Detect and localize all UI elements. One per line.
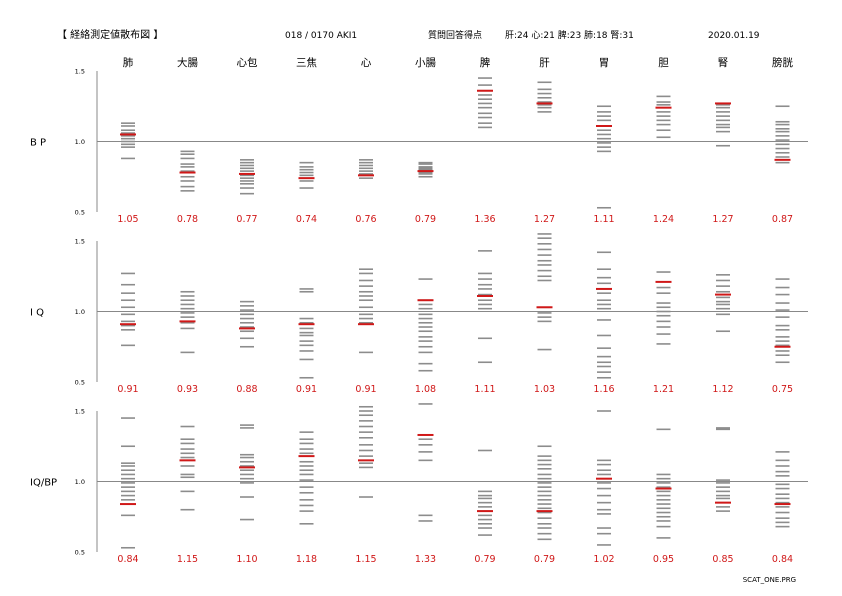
mean-label: 1.11 bbox=[593, 214, 614, 225]
mean-label: 0.84 bbox=[772, 554, 793, 565]
category-label: 胃 bbox=[599, 57, 610, 69]
tick-label: 0.5 bbox=[75, 549, 85, 557]
record-id: 018 / 0170 AKI1 bbox=[285, 31, 357, 41]
category-label: 肺 bbox=[123, 57, 134, 69]
question-label: 質問回答得点 bbox=[428, 29, 482, 41]
mean-label: 0.88 bbox=[236, 384, 257, 395]
category-label: 肝 bbox=[539, 57, 550, 69]
tick-label: 1.5 bbox=[75, 408, 85, 416]
chart-title: 【 経絡測定値散布図 】 bbox=[57, 28, 163, 41]
mean-label: 0.93 bbox=[177, 384, 198, 395]
panel-label: B P bbox=[30, 138, 46, 149]
mean-label: 0.77 bbox=[236, 214, 257, 225]
category-labels: 肺 大腸 心包 三焦 心 小腸 脾 肝 胃 胆 腎 膀胱 bbox=[123, 56, 794, 69]
category-label: 心包 bbox=[237, 56, 258, 69]
panel: 1.5 1.0 0.5 I Q 0.91 0.93 0.88 0.91 0.91 1.08 1.11… bbox=[30, 233, 808, 395]
mean-label: 0.91 bbox=[117, 384, 138, 395]
category-label: 心 bbox=[361, 57, 372, 69]
tick-label: 1.0 bbox=[75, 308, 85, 316]
mean-label: 1.10 bbox=[236, 554, 257, 565]
record-date: 2020.01.19 bbox=[708, 31, 760, 41]
mean-label: 0.95 bbox=[653, 554, 674, 565]
mean-label: 0.84 bbox=[117, 554, 138, 565]
category-label: 膀胱 bbox=[772, 56, 793, 69]
category-label: 小腸 bbox=[415, 57, 436, 69]
mean-label: 0.79 bbox=[415, 214, 436, 225]
mean-label: 0.74 bbox=[296, 214, 317, 225]
panel: 1.5 1.0 0.5 IQ/BP 0.84 1.15 1.10 1.18 1.15 1.33 0.… bbox=[30, 403, 808, 565]
tick-label: 0.5 bbox=[75, 209, 85, 217]
mean-label: 1.08 bbox=[415, 384, 436, 395]
header: 【 経絡測定値散布図 】 018 / 0170 AKI1 質問回答得点 肝:24… bbox=[57, 28, 760, 41]
program-name: SCAT_ONE.PRG bbox=[743, 576, 796, 584]
mean-label: 0.79 bbox=[534, 554, 555, 565]
mean-label: 1.15 bbox=[177, 554, 198, 565]
mean-label: 1.02 bbox=[593, 554, 614, 565]
category-label: 腎 bbox=[718, 57, 729, 69]
mean-label: 1.21 bbox=[653, 384, 674, 395]
category-label: 脾 bbox=[480, 56, 491, 69]
mean-label: 1.33 bbox=[415, 554, 436, 565]
chart-panels: 1.5 1.0 0.5 B P 1.05 0.78 0.77 0.74 0.76 0.79 1.36… bbox=[30, 68, 808, 565]
mean-label: 1.24 bbox=[653, 214, 674, 225]
mean-label: 0.87 bbox=[772, 214, 793, 225]
mean-label: 0.91 bbox=[296, 384, 317, 395]
tick-label: 1.0 bbox=[75, 478, 85, 486]
mean-label: 1.03 bbox=[534, 384, 555, 395]
panel-label: IQ/BP bbox=[30, 478, 57, 489]
mean-label: 0.78 bbox=[177, 214, 198, 225]
mean-label: 0.76 bbox=[355, 214, 376, 225]
mean-label: 0.91 bbox=[355, 384, 376, 395]
panel: 1.5 1.0 0.5 B P 1.05 0.78 0.77 0.74 0.76 0.79 1.36… bbox=[30, 68, 808, 225]
tick-label: 0.5 bbox=[75, 379, 85, 387]
mean-label: 0.85 bbox=[712, 554, 733, 565]
tick-label: 1.5 bbox=[75, 68, 85, 76]
mean-label: 1.05 bbox=[117, 214, 138, 225]
mean-label: 1.12 bbox=[712, 384, 733, 395]
mean-label: 1.27 bbox=[534, 214, 555, 225]
mean-label: 1.15 bbox=[355, 554, 376, 565]
mean-label: 1.36 bbox=[474, 214, 495, 225]
mean-label: 1.18 bbox=[296, 554, 317, 565]
category-label: 三焦 bbox=[296, 56, 317, 69]
category-label: 胆 bbox=[658, 57, 669, 69]
mean-label: 1.27 bbox=[712, 214, 733, 225]
category-label: 大腸 bbox=[177, 56, 198, 69]
mean-label: 1.16 bbox=[593, 384, 614, 395]
panel-label: I Q bbox=[30, 308, 44, 319]
tick-label: 1.0 bbox=[75, 138, 85, 146]
mean-label: 0.75 bbox=[772, 384, 793, 395]
mean-label: 0.79 bbox=[474, 554, 495, 565]
mean-label: 1.11 bbox=[474, 384, 495, 395]
tick-label: 1.5 bbox=[75, 238, 85, 246]
question-scores: 肝:24 心:21 脾:23 肺:18 腎:31 bbox=[505, 29, 634, 41]
